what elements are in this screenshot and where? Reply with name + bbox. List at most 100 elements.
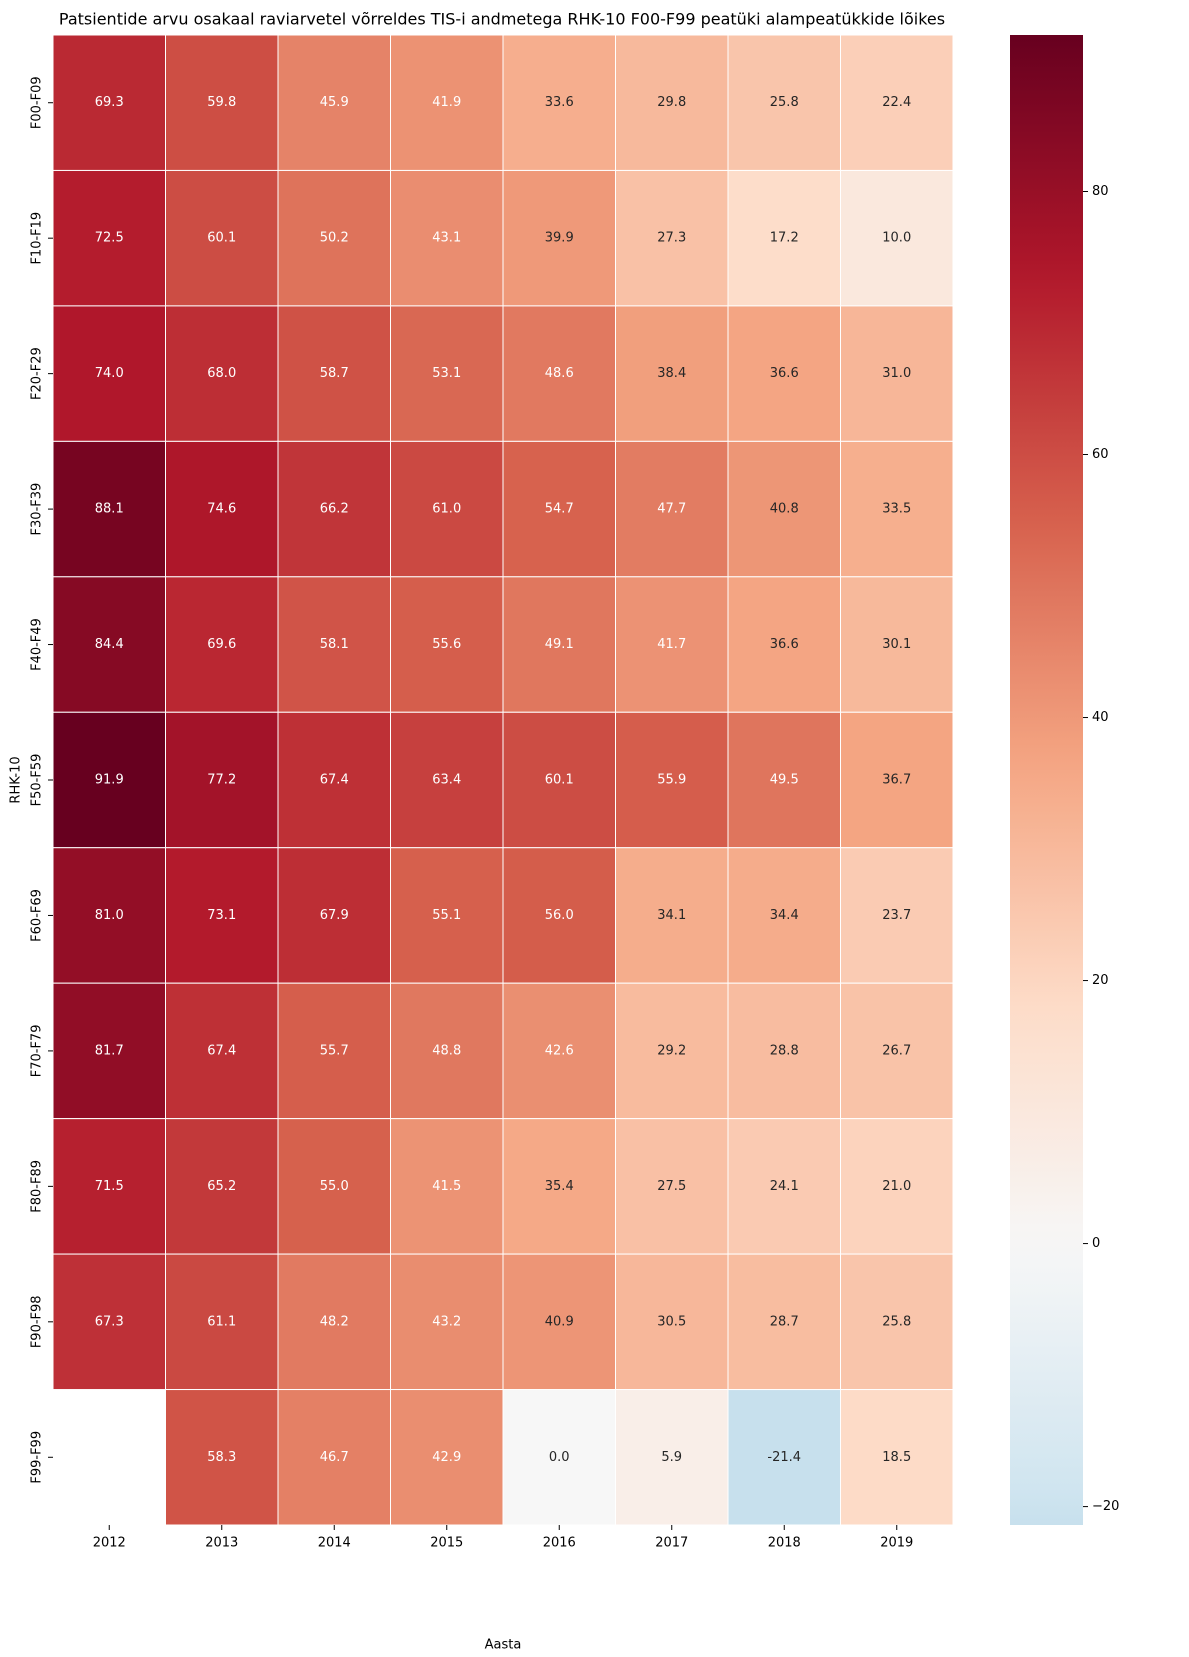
colorbar [1010,35,1083,1525]
y-tick-label: F30-F39 [30,483,45,536]
heatmap-cell [727,169,841,307]
cell-label: 46.7 [320,1450,349,1465]
cell-label: 5.9 [661,1450,682,1465]
y-tick-label: F80-F89 [30,1160,45,1213]
cell-label: 43.2 [432,1314,461,1329]
cell-label: 36.6 [770,366,799,381]
heatmap-cell [390,1118,504,1255]
colorbar-tick-label: −20 [1092,1499,1119,1514]
heatmap-cell [840,1253,954,1391]
heatmap-cell [615,982,729,1120]
cell-label: 34.4 [770,908,799,923]
heatmap-cell [277,847,391,984]
heatmap-cell [840,169,954,307]
cell-label: 35.4 [545,1179,574,1194]
heatmap-cell [727,1389,841,1526]
cell-label: 49.1 [545,637,574,652]
chart-title: Patsientide arvu osakaal raviarvetel võr… [59,10,945,29]
x-tick-label: 2013 [205,1536,238,1551]
colorbar-tick-label: 80 [1092,184,1109,199]
heatmap-cell [502,169,616,307]
cell-label: 27.3 [657,231,686,246]
cell-label: 59.8 [207,95,236,110]
heatmap-cell [502,305,616,442]
cell-label: 63.4 [432,773,461,788]
cell-label: 48.6 [545,366,574,381]
cell-label: 50.2 [320,231,349,246]
heatmap-cell [390,440,504,578]
heatmap-cell [277,1253,391,1391]
heatmap-cell [52,440,166,578]
cell-label: 67.4 [320,773,349,788]
heatmap-cell [502,576,616,713]
cell-label: 22.4 [882,95,911,110]
heatmap-cell [840,576,954,713]
heatmap-cell [502,1389,616,1526]
cell-label: 61.0 [432,502,461,517]
cell-label: 28.8 [770,1043,799,1058]
heatmap-cell [277,34,391,171]
x-tick-label: 2012 [93,1536,126,1551]
cell-label: 55.7 [320,1043,349,1058]
cell-label: 18.5 [882,1450,911,1465]
cell-label: 67.4 [207,1043,236,1058]
cell-label: 25.8 [882,1314,911,1329]
y-tick-label: F10-F19 [30,212,45,265]
cell-label: 33.5 [882,502,911,517]
cell-label: 58.3 [207,1450,236,1465]
cell-label: 25.8 [770,95,799,110]
cell-label: 49.5 [770,773,799,788]
cell-label: 36.7 [882,773,911,788]
cell-label: 66.2 [320,502,349,517]
cell-label: 91.9 [95,773,124,788]
heatmap-cell [277,982,391,1120]
cell-label: 55.9 [657,773,686,788]
cell-label: 74.0 [95,366,124,381]
cell-label: 40.8 [770,502,799,517]
x-tick-label: 2014 [318,1536,351,1551]
y-tick-label: F90-F98 [30,1295,45,1348]
y-tick-label: F20-F29 [30,347,45,400]
y-tick-label: F60-F69 [30,889,45,942]
heatmap-cell [390,576,504,713]
cell-label: 36.6 [770,637,799,652]
heatmap-cell [727,1118,841,1255]
colorbar-tick-label: 60 [1092,447,1109,462]
heatmap-cell [727,305,841,442]
cell-label: 33.6 [545,95,574,110]
cell-label: 29.8 [657,95,686,110]
cell-label: 61.1 [207,1314,236,1329]
cell-label: 41.5 [432,1179,461,1194]
cell-label: 48.8 [432,1043,461,1058]
heatmap-cell [840,1118,954,1255]
cell-label: 53.1 [432,366,461,381]
heatmap-cell [390,305,504,442]
cell-label: 17.2 [770,231,799,246]
heatmap-cell [727,576,841,713]
cell-label: 38.4 [657,366,686,381]
cell-label: 73.1 [207,908,236,923]
heatmap-cell [277,711,391,849]
heatmap-cell [502,34,616,171]
heatmap-cell [165,1253,279,1391]
colorbar-tick-label: 0 [1092,1236,1100,1251]
cell-label: 58.7 [320,366,349,381]
cell-label: 0.0 [549,1450,570,1465]
cell-label: 56.0 [545,908,574,923]
heatmap-cell [840,34,954,171]
heatmap-cell [165,1118,279,1255]
cell-label: 24.1 [770,1179,799,1194]
heatmap-cell [615,34,729,171]
heatmap-cell [165,305,279,442]
y-tick-label: F99-F99 [30,1431,45,1484]
cell-label: 27.5 [657,1179,686,1194]
cell-label: 67.3 [95,1314,124,1329]
heatmap-cell [277,440,391,578]
heatmap-cell [277,1118,391,1255]
cell-label: 74.6 [207,502,236,517]
cell-label: 65.2 [207,1179,236,1194]
heatmap-cell [502,1118,616,1255]
cell-label: -21.4 [767,1450,801,1465]
y-tick-label: F00-F09 [30,76,45,129]
heatmap-cell [615,576,729,713]
